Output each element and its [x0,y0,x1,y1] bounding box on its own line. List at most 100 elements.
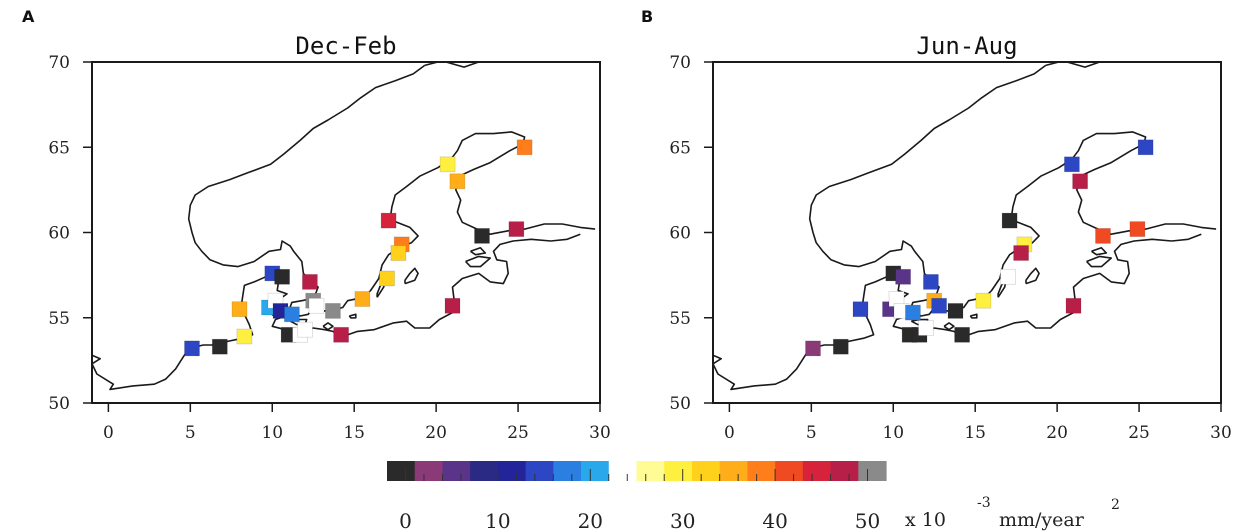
colorbar-segment [830,461,859,481]
station-marker [852,301,869,318]
colorbar-segment [387,461,416,481]
colorbar-tick-label: 10 [485,509,510,532]
x-tick-label: 10 [261,423,283,443]
station-marker [354,291,371,307]
station-marker [380,212,397,229]
x-tick-label: 30 [1210,423,1232,443]
panel-title: Dec-Feb [295,32,396,60]
station-marker [449,173,466,190]
panel-letter: B [641,7,653,26]
colorbar-segment [581,461,610,481]
x-tick-label: 20 [1046,423,1068,443]
station-marker [931,297,947,314]
station-marker [1129,221,1146,238]
x-tick-label: 15 [343,423,365,443]
panel-letter: A [22,7,35,26]
station-marker [923,273,939,290]
colorbar-segment [442,461,471,481]
colorbar-segment [747,461,776,481]
colorbar-unit-prefix: x 10 [905,509,946,531]
coastline [92,270,283,391]
x-tick-label: 25 [1128,423,1150,443]
coastline [445,62,482,68]
y-tick-label: 70 [669,53,691,73]
colorbar-unit-suffix: mm/year [999,509,1085,531]
colorbar-segment [802,461,832,481]
coastline [943,322,955,331]
station-marker [1095,227,1111,244]
station-marker [1000,268,1016,285]
colorbar-segment [414,461,444,481]
station-marker [379,270,395,287]
panel-jun-aug: B Jun-Aug 0 5 10 15 20 25 30 50 55 60 65 70 [641,7,1232,443]
station-marker [236,328,253,345]
station-marker [274,268,291,285]
x-tick-label: 0 [103,423,114,443]
coastline [470,247,487,256]
station-marker [1064,156,1080,173]
panel-title: Jun-Aug [916,32,1017,60]
x-tick-label: 5 [185,423,196,443]
station-marker [918,320,934,336]
colorbar-segment [719,461,748,481]
colorbar-segment [525,461,554,481]
station-marker [333,326,350,343]
coastline [271,233,581,338]
colorbar-tick-label: 0 [399,509,412,532]
colorbar: 0 10 20 30 40 50 x 10 -3 mm/year 2 [387,461,1120,532]
station-marker [301,273,318,290]
station-marker [1065,297,1082,314]
station-marker [184,340,200,357]
station-marker [975,292,992,309]
colorbar-tick-label: 20 [578,509,603,532]
station-marker [1013,245,1029,261]
station-marker [947,302,964,319]
y-tick-label: 50 [48,394,70,414]
y-tick-label: 70 [48,53,70,73]
station-marker [905,304,921,321]
station-marker [474,227,490,244]
y-tick-label: 60 [669,224,691,244]
coastline [892,233,1202,338]
x-tick-label: 25 [507,423,529,443]
station-marker [516,139,533,156]
colorbar-segment [636,461,665,481]
colorbar-segment [553,461,582,481]
y-tick-label: 50 [669,394,691,414]
station-marker [508,221,525,238]
colorbar-unit-exponent: -3 [977,495,991,511]
x-tick-label: 5 [806,423,817,443]
station-marker [444,297,461,314]
colorbar-tick-label: 30 [670,509,695,532]
y-tick-label: 65 [48,138,70,158]
colorbar-segment [470,461,499,481]
colorbar-unit-suffix-exponent: 2 [1111,497,1120,513]
station-marker [439,156,456,173]
coastline [322,322,334,331]
y-tick-label: 65 [669,138,691,158]
colorbar-segment [664,461,693,481]
x-tick-label: 15 [964,423,986,443]
colorbar-segment [775,461,804,481]
y-tick-label: 55 [48,309,70,329]
coastline [480,47,508,57]
colorbar-segment [691,461,721,481]
x-tick-label: 30 [589,423,611,443]
coastline [465,255,491,268]
coastline [1066,62,1103,68]
station-marker [954,326,970,343]
coastline [348,313,357,319]
coastline [1091,247,1108,256]
station-marker [324,302,341,319]
colorbar-tick-label: 40 [762,509,787,532]
colorbar-segment [497,461,527,481]
colorbar-tick-label: 50 [855,509,880,532]
station-marker [895,268,911,285]
x-tick-label: 20 [425,423,447,443]
y-tick-label: 60 [48,224,70,244]
x-tick-label: 0 [724,423,735,443]
station-marker [308,297,325,314]
coastline [713,270,904,391]
station-marker [211,338,228,355]
x-tick-label: 10 [882,423,904,443]
